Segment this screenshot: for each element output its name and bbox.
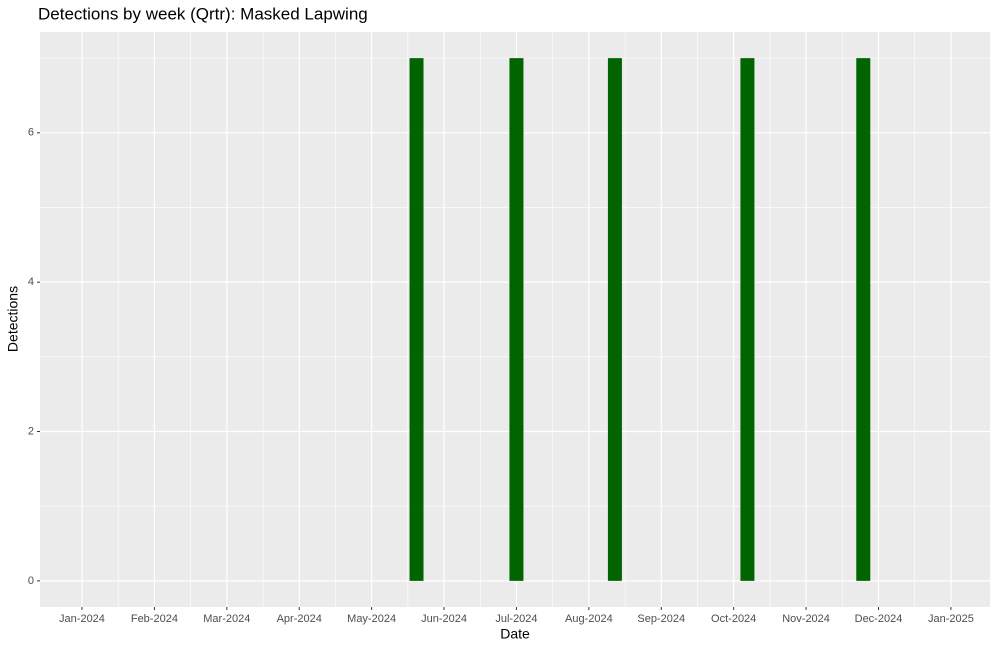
x-tick-label: Jun-2024 bbox=[421, 613, 467, 625]
x-tick-label: Jul-2024 bbox=[495, 613, 537, 625]
x-tick-label: Sep-2024 bbox=[637, 613, 685, 625]
y-axis-title: Detections bbox=[5, 286, 21, 352]
chart-title: Detections by week (Qrtr): Masked Lapwin… bbox=[38, 4, 368, 23]
y-tick-label: 4 bbox=[28, 276, 34, 288]
bar bbox=[607, 58, 622, 581]
x-tick-label: Dec-2024 bbox=[855, 613, 903, 625]
x-tick-label: Jan-2024 bbox=[59, 613, 105, 625]
x-tick-label: Nov-2024 bbox=[782, 613, 830, 625]
x-tick-label: Feb-2024 bbox=[131, 613, 178, 625]
bar bbox=[409, 58, 424, 581]
bar bbox=[740, 58, 755, 581]
bar bbox=[856, 58, 871, 581]
bar bbox=[509, 58, 524, 581]
x-tick-label: Aug-2024 bbox=[565, 613, 613, 625]
y-tick-label: 6 bbox=[28, 127, 34, 139]
x-tick-label: May-2024 bbox=[347, 613, 396, 625]
y-tick-label: 2 bbox=[28, 425, 34, 437]
y-tick-label: 0 bbox=[28, 575, 34, 587]
x-tick-label: Apr-2024 bbox=[277, 613, 322, 625]
x-tick-label: Oct-2024 bbox=[711, 613, 756, 625]
x-tick-label: Jan-2025 bbox=[928, 613, 974, 625]
x-tick-label: Mar-2024 bbox=[203, 613, 250, 625]
x-axis-title: Date bbox=[500, 626, 530, 642]
